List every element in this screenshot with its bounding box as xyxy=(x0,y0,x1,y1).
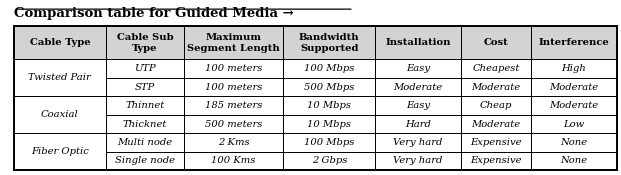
Text: Cheapest: Cheapest xyxy=(473,64,520,73)
Text: Multi node: Multi node xyxy=(117,138,173,147)
Bar xyxy=(376,60,461,78)
Text: 10 Mbps: 10 Mbps xyxy=(307,120,351,128)
Bar xyxy=(14,60,106,96)
Text: Fiber Optic: Fiber Optic xyxy=(31,147,89,156)
Bar xyxy=(283,78,376,96)
Bar xyxy=(532,60,617,78)
Bar xyxy=(283,115,376,133)
Text: 500 Mbps: 500 Mbps xyxy=(304,83,355,92)
Bar xyxy=(106,115,184,133)
Bar xyxy=(532,115,617,133)
Bar xyxy=(184,26,283,60)
Text: 185 meters: 185 meters xyxy=(205,101,262,110)
Bar xyxy=(461,60,532,78)
Bar xyxy=(376,133,461,152)
Bar xyxy=(106,60,184,78)
Bar xyxy=(106,133,184,152)
Bar xyxy=(376,115,461,133)
Text: Interference: Interference xyxy=(538,38,609,47)
Bar xyxy=(106,26,184,60)
Bar xyxy=(184,60,283,78)
Bar xyxy=(461,78,532,96)
Text: High: High xyxy=(561,64,586,73)
Text: None: None xyxy=(560,138,587,147)
Bar xyxy=(14,133,106,170)
Bar xyxy=(283,60,376,78)
Text: Moderate: Moderate xyxy=(393,83,443,92)
Text: Cheap: Cheap xyxy=(480,101,512,110)
Text: Easy: Easy xyxy=(406,64,430,73)
Bar xyxy=(283,133,376,152)
Bar xyxy=(376,152,461,170)
Text: Easy: Easy xyxy=(406,101,430,110)
Text: 100 Mbps: 100 Mbps xyxy=(304,138,355,147)
Bar xyxy=(14,26,617,170)
Bar xyxy=(532,133,617,152)
Bar xyxy=(461,96,532,115)
Text: 10 Mbps: 10 Mbps xyxy=(307,101,351,110)
Text: Moderate: Moderate xyxy=(471,120,520,128)
Text: Moderate: Moderate xyxy=(471,83,520,92)
Bar xyxy=(461,152,532,170)
Bar xyxy=(283,96,376,115)
Text: Thinnet: Thinnet xyxy=(125,101,165,110)
Text: 2 Kms: 2 Kms xyxy=(218,138,250,147)
Text: Maximum
Segment Length: Maximum Segment Length xyxy=(187,33,280,53)
Bar xyxy=(184,133,283,152)
Text: Low: Low xyxy=(563,120,584,128)
Bar xyxy=(532,78,617,96)
Text: UTP: UTP xyxy=(134,64,156,73)
Bar xyxy=(184,96,283,115)
Bar xyxy=(532,26,617,60)
Text: Very hard: Very hard xyxy=(393,138,443,147)
Bar xyxy=(532,152,617,170)
Text: Cost: Cost xyxy=(484,38,509,47)
Text: Comparison table for Guided Media →: Comparison table for Guided Media → xyxy=(14,6,294,20)
Bar xyxy=(376,96,461,115)
Text: 100 Kms: 100 Kms xyxy=(211,156,256,165)
Text: Expensive: Expensive xyxy=(470,138,522,147)
Text: Installation: Installation xyxy=(385,38,451,47)
Bar xyxy=(106,78,184,96)
Bar xyxy=(14,26,106,60)
Text: Thicknet: Thicknet xyxy=(123,120,167,128)
Bar xyxy=(461,26,532,60)
Bar xyxy=(376,26,461,60)
Text: Hard: Hard xyxy=(405,120,431,128)
Text: Moderate: Moderate xyxy=(550,101,599,110)
Text: Single node: Single node xyxy=(115,156,175,165)
Bar xyxy=(283,152,376,170)
Bar xyxy=(184,152,283,170)
Text: Expensive: Expensive xyxy=(470,156,522,165)
Bar xyxy=(106,96,184,115)
Text: Cable Type: Cable Type xyxy=(30,38,90,47)
Text: Coaxial: Coaxial xyxy=(41,110,79,119)
Text: 100 meters: 100 meters xyxy=(205,64,262,73)
Bar xyxy=(283,26,376,60)
Text: Cable Sub
Type: Cable Sub Type xyxy=(117,33,173,53)
Bar xyxy=(461,133,532,152)
Text: Twisted Pair: Twisted Pair xyxy=(29,73,91,82)
Text: STP: STP xyxy=(135,83,155,92)
Bar xyxy=(106,152,184,170)
Bar xyxy=(184,115,283,133)
Text: 2 Gbps: 2 Gbps xyxy=(312,156,347,165)
Bar xyxy=(376,78,461,96)
Text: Bandwidth
Supported: Bandwidth Supported xyxy=(299,33,360,53)
Bar xyxy=(184,78,283,96)
Bar xyxy=(532,96,617,115)
Bar xyxy=(14,96,106,133)
Text: 500 meters: 500 meters xyxy=(205,120,262,128)
Text: None: None xyxy=(560,156,587,165)
Text: 100 meters: 100 meters xyxy=(205,83,262,92)
Text: Very hard: Very hard xyxy=(393,156,443,165)
Bar xyxy=(461,115,532,133)
Text: 100 Mbps: 100 Mbps xyxy=(304,64,355,73)
Text: Moderate: Moderate xyxy=(550,83,599,92)
